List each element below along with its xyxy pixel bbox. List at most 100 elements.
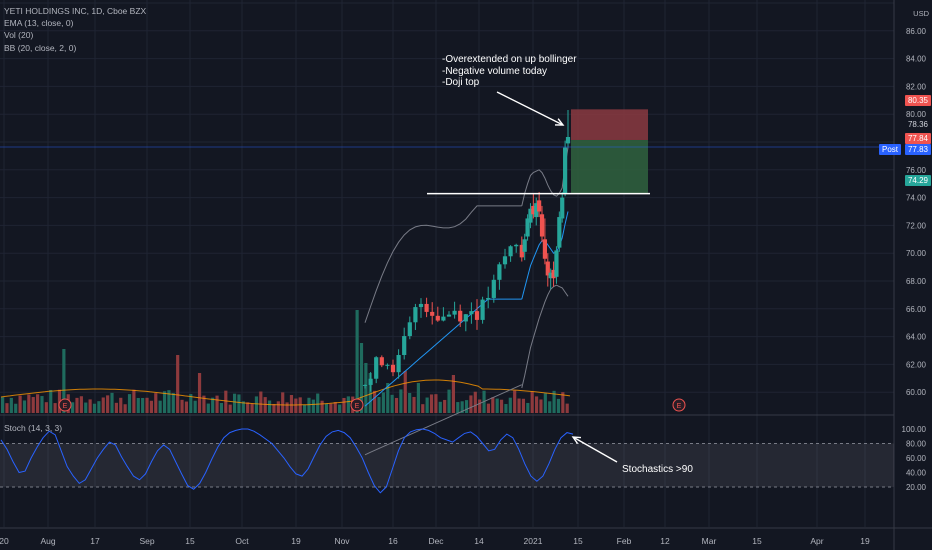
candle-body [491,279,496,298]
candle [539,214,545,237]
volume-bar [84,402,88,413]
candle [528,208,533,223]
volume-bar [197,373,202,413]
legend-title[interactable]: YETI HOLDINGS INC, 1D, Cboe BZX [4,6,147,16]
volume-bar [97,401,101,413]
volume-bar [534,396,539,413]
legend-stoch[interactable]: Stoch (14, 3, 3) [4,423,63,433]
volume-bar [543,393,547,413]
volume-bar [211,397,215,413]
legend-bb[interactable]: BB (20, close, 2, 0) [4,42,77,53]
volume-bar [71,402,75,413]
earnings-marker [58,398,72,412]
price-tick-label: 60.00 [906,388,927,397]
time-tick-label: 19 [860,536,870,546]
volume-bar [141,397,145,413]
price-tick-label: 76.00 [906,166,927,175]
volume-bar [149,400,153,413]
bb-lower-line [521,284,569,389]
candle [548,272,553,279]
volume-bar [154,393,158,413]
time-tick-label: Aug [40,536,55,546]
volume-bar [530,391,534,413]
volume-bar [565,403,569,413]
volume-bar [189,394,193,413]
profit-target-zone [571,139,648,194]
candle-body [486,297,491,300]
candle [551,269,556,279]
price-tick-label: 68.00 [906,277,927,286]
volume-bar [123,404,127,413]
volume-bar [92,403,97,413]
candle [563,147,568,194]
time-tick-label: Mar [702,536,717,546]
trade-note: -Overextended on up bollinger -Negative … [442,54,577,89]
volume-bar [342,397,346,413]
time-tick-label: 2021 [524,536,543,546]
volume-bar [303,404,307,413]
volume-bar [136,397,140,413]
stoch-arrow [572,436,618,463]
volume-bar [79,396,83,413]
volume-bar [53,403,57,413]
earnings-marker [350,398,364,412]
candle-body [480,299,485,320]
volume-bar [394,397,399,413]
candle-body [396,355,401,373]
candle-body [418,303,424,308]
candle-body [430,311,435,316]
volume-bar [145,397,149,413]
volume-bar [5,403,9,413]
volume-bar [176,355,180,413]
volume-bar [443,399,447,413]
candle-body [497,264,502,280]
note-arrow-head [554,118,565,126]
candle-body [441,316,446,321]
price-tick-label: 82.00 [906,82,927,91]
volume-bar [193,400,197,413]
candle [534,203,539,218]
chart-legend: YETI HOLDINGS INC, 1D, Cboe BZX EMA (13,… [4,5,146,54]
volume-bar [491,397,495,413]
legend-ema[interactable]: EMA (13, close, 0) [4,18,74,29]
volume-bar [224,390,228,413]
earnings-marker [672,398,686,412]
candle-body [514,244,519,247]
volume-bar [62,349,66,413]
stoch-k-line [0,428,574,494]
time-tick-label: Sep [139,536,154,546]
volume-bar [294,398,298,413]
current-price-tag: 77.84 [904,133,931,144]
volume-bar [250,403,254,413]
price-tick-label: 66.00 [906,305,927,314]
volume-bar [464,400,469,413]
candle-body [379,357,384,366]
time-tick-label: 19 [291,536,301,546]
volume-bar [447,389,451,413]
volume-bar [412,396,416,413]
trade-note-line: -Overextended on up bollinger [442,54,577,65]
volume-bar [101,397,105,413]
stoch-band [0,443,894,487]
volume-bar [333,402,337,413]
volume-bar [36,394,40,413]
candle [560,197,565,219]
trade-zones [0,109,894,195]
candle-body [390,364,396,373]
volume-bar [548,401,552,413]
candle-body [413,307,418,323]
legend-vol[interactable]: Vol (20) [4,30,34,41]
volume-bar [259,391,263,413]
volume-bar [281,392,285,413]
volume-bar [114,402,118,413]
volume-bar [18,395,22,413]
volume-bar [316,393,320,413]
stoch-tick-label: 60.00 [906,454,927,463]
price-tick-label: 62.00 [906,360,927,369]
volume-bar [373,390,377,413]
time-tick-label: Nov [334,536,350,546]
candle-body [458,310,463,322]
volume-bar [473,391,477,413]
candle-body [435,315,440,321]
